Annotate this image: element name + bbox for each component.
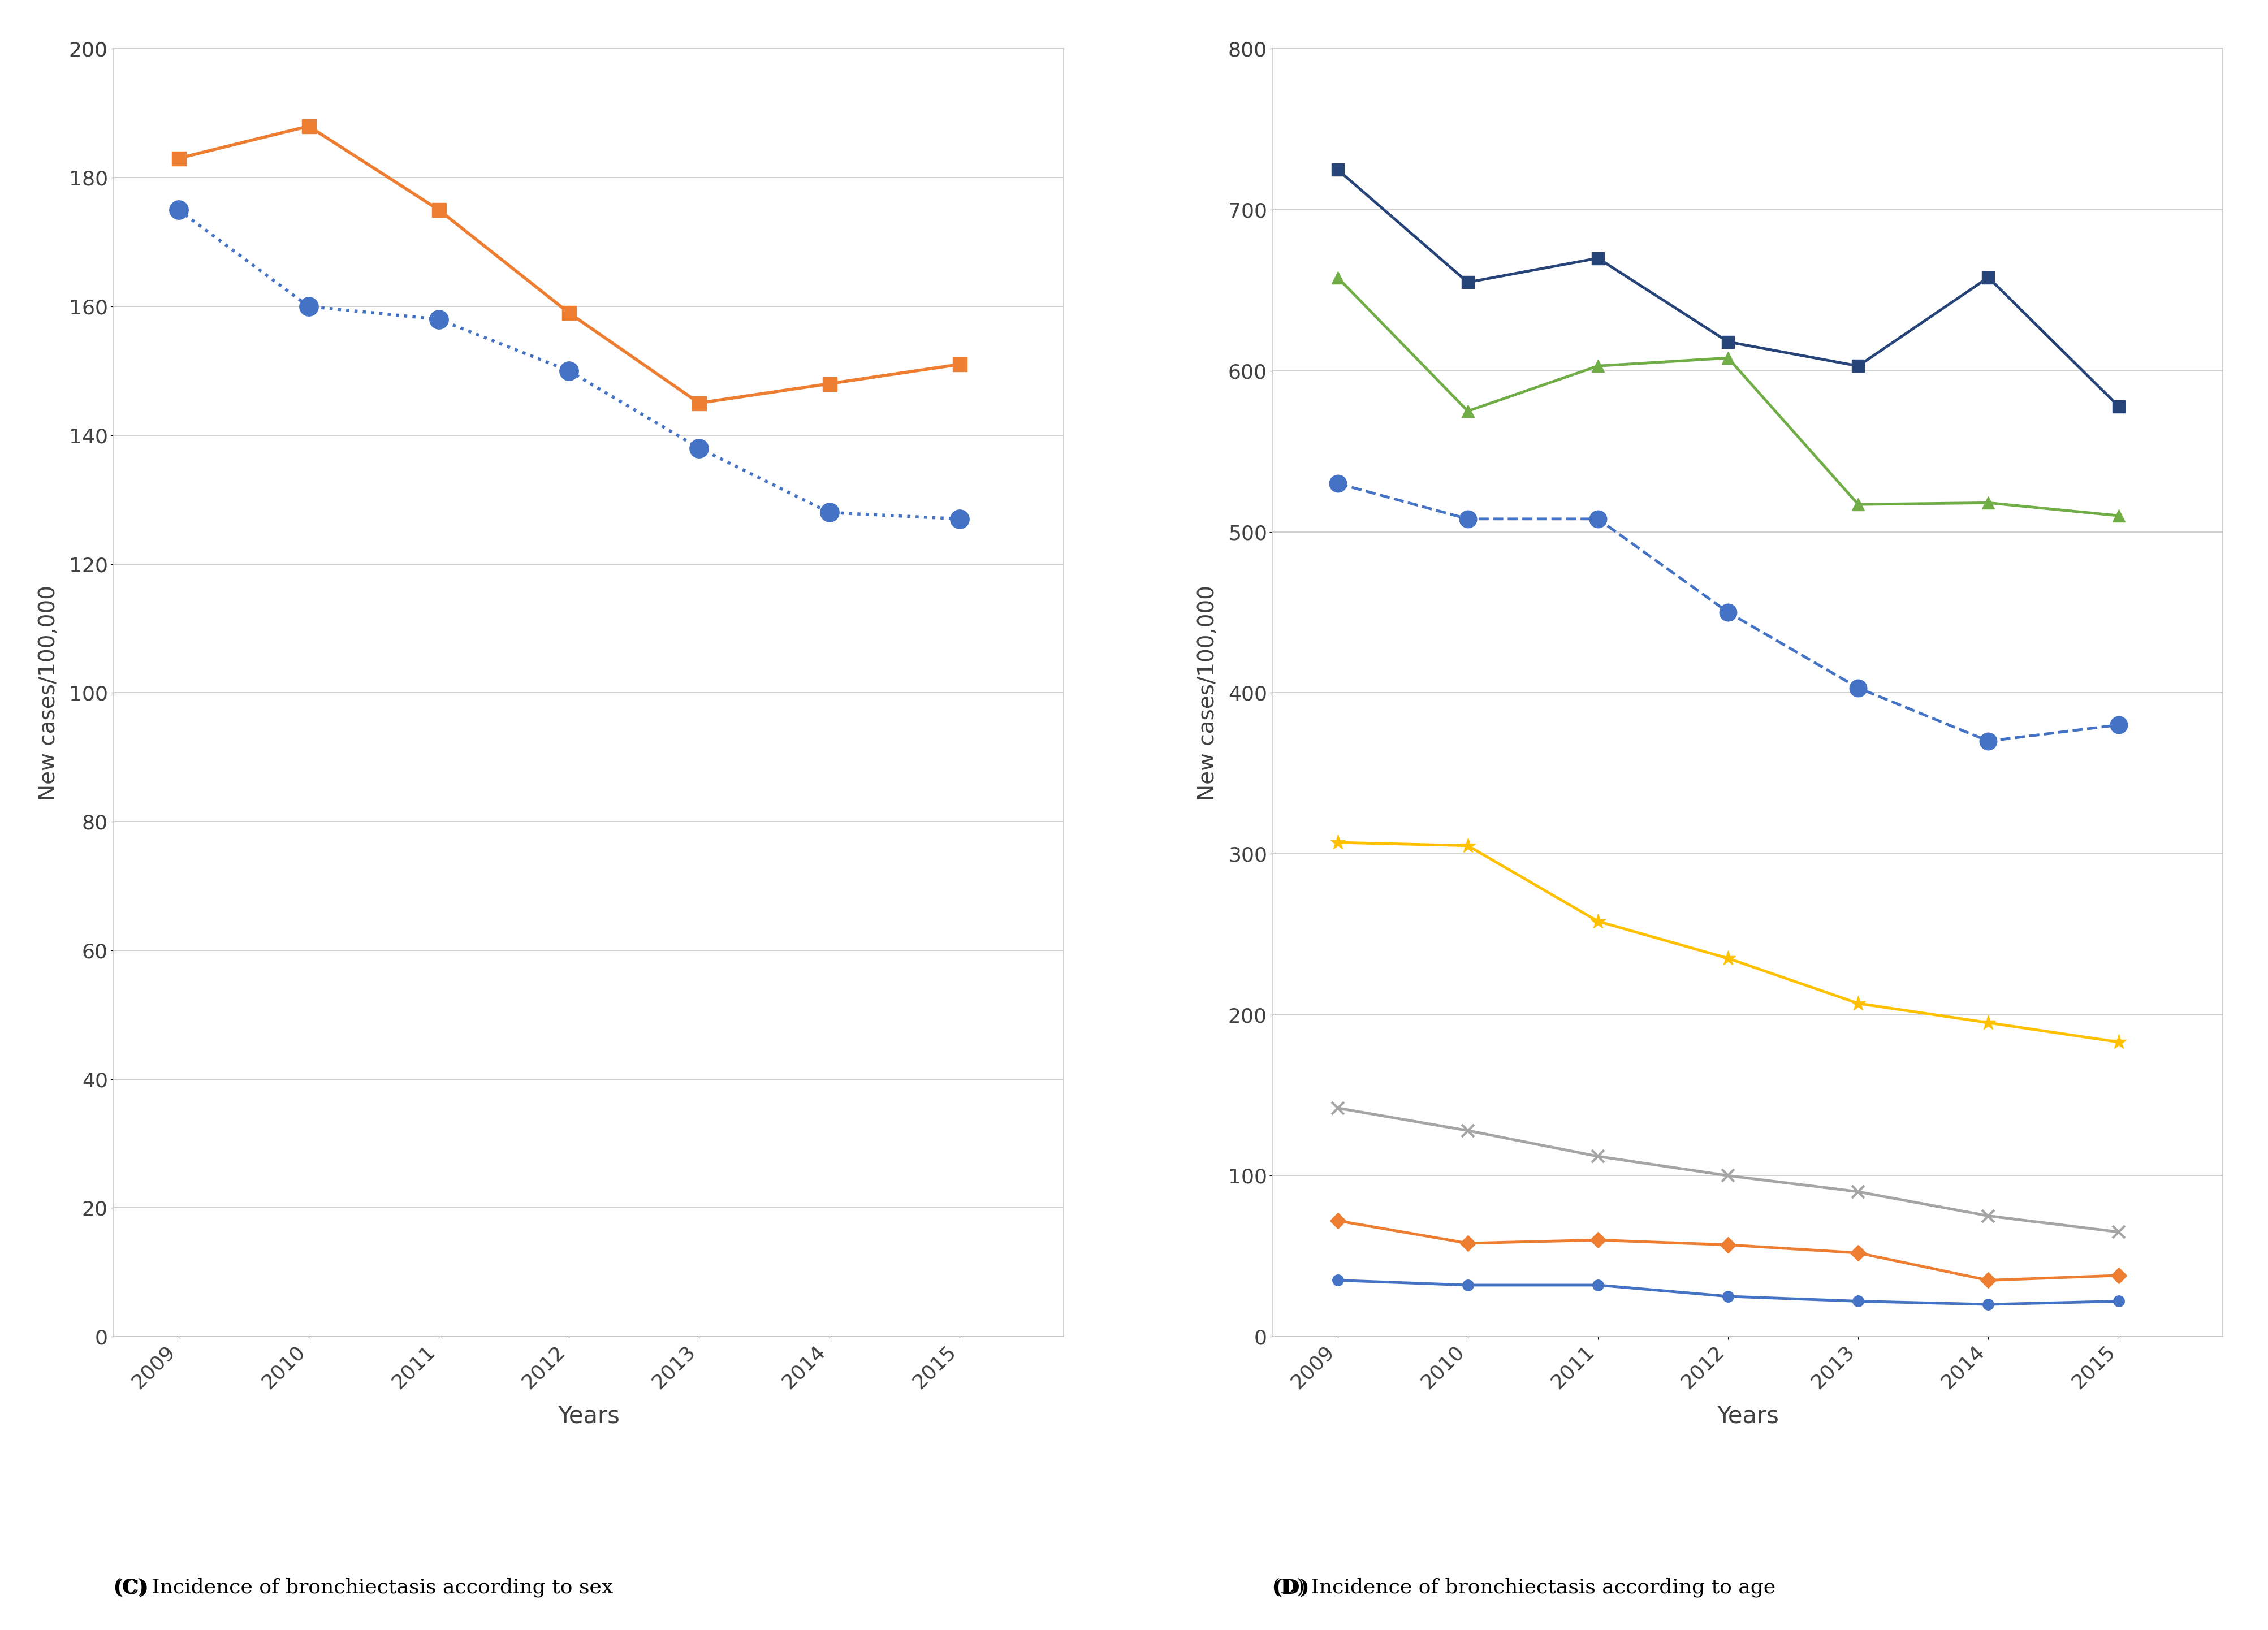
X-axis label: Years: Years xyxy=(558,1405,619,1428)
Text: (C) Incidence of bronchiectasis according to sex: (C) Incidence of bronchiectasis accordin… xyxy=(113,1578,612,1597)
Y-axis label: New cases/100,000: New cases/100,000 xyxy=(39,585,59,800)
X-axis label: Years: Years xyxy=(1717,1405,1778,1428)
Text: (C): (C) xyxy=(113,1578,150,1597)
Y-axis label: New cases/100,000: New cases/100,000 xyxy=(1198,585,1218,800)
Text: (D) Incidence of bronchiectasis according to age: (D) Incidence of bronchiectasis accordin… xyxy=(1272,1578,1776,1597)
Text: (D): (D) xyxy=(1272,1578,1309,1597)
